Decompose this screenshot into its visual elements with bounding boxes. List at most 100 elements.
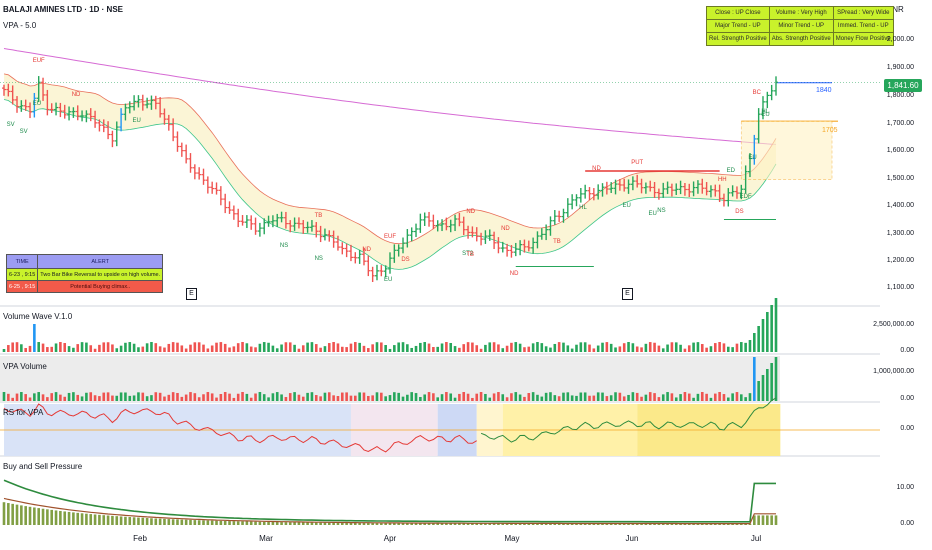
volume-wave-bar [327, 343, 331, 352]
vpa-volume-bar [427, 392, 431, 401]
vpa-volume-bar [254, 393, 257, 401]
vpa-volume-bar [267, 397, 270, 401]
volume-wave-bar [540, 343, 544, 352]
vpa-volume-bar [158, 392, 162, 401]
pressure-bar [89, 514, 93, 525]
volume-wave-bar [314, 344, 318, 352]
vpa-signal-label: EU [648, 211, 657, 218]
pressure-bar [497, 523, 500, 525]
vpa-volume-bar [713, 393, 717, 401]
vpa-volume-bar [41, 394, 45, 401]
vpa-volume-bar [393, 392, 396, 401]
vpa-volume-bar [215, 397, 218, 401]
volume-wave-bar [497, 344, 500, 352]
pressure-bar [679, 523, 682, 525]
volume-wave-bar [753, 333, 756, 352]
volume-wave-label[interactable]: Volume Wave V.1.0 [3, 312, 73, 321]
volume-wave-bar [141, 346, 145, 352]
vpa-volume-bar [262, 394, 266, 401]
pressure-bar [653, 523, 656, 525]
vpa-volume-bar [210, 393, 214, 401]
vpa-volume-bar [180, 396, 184, 401]
volume-wave-bar [193, 342, 197, 352]
alert-header-time: TIME [5, 254, 39, 269]
volume-wave-bar [696, 342, 700, 352]
vpa-volume-bar [301, 396, 305, 401]
pressure-bar [50, 509, 54, 525]
vpa-signal-label: PUT [631, 159, 644, 166]
volume-wave-bar [132, 343, 136, 352]
vpa-signal-label: DS [401, 257, 410, 264]
volume-wave-bar [401, 342, 405, 352]
volume-wave-bar [184, 348, 188, 352]
vpa-volume-bar [323, 392, 327, 401]
volume-wave-bar [171, 342, 175, 352]
volume-wave-bar [397, 342, 400, 352]
vpa-volume-bar [553, 395, 557, 401]
pressure-bar [414, 523, 418, 525]
vpa-volume-bar [631, 392, 635, 401]
vpa-volume-bar [189, 392, 192, 401]
volume-wave-bar [748, 340, 752, 352]
volume-wave-bar [388, 348, 392, 352]
volume-wave-bar [618, 346, 622, 352]
vpa-signal-label: TB [553, 238, 561, 245]
volume-wave-bar [37, 342, 40, 352]
alert-row: 6-23 , 9:15 Two Bar Bike Reversal to ups… [5, 268, 164, 281]
vpa-volume-bar [106, 392, 110, 401]
vpa-signal-label: ND [466, 208, 476, 215]
vpa-volume-bar [605, 396, 609, 401]
pressure-bar [432, 523, 435, 525]
volume-wave-bar [67, 346, 71, 352]
level-1705-label: 1705 [822, 127, 838, 134]
pressure-bar [20, 505, 23, 525]
vpa-volume-bar [440, 394, 444, 401]
volume-wave-bar [332, 342, 335, 352]
vpa-volume-bar [63, 396, 67, 401]
volume-wave-bar [124, 342, 127, 352]
volume-wave-bar [41, 343, 45, 352]
vpa-volume-bar [518, 394, 522, 401]
vpa-volume-bar [423, 394, 426, 401]
vpa-volume-bar [466, 393, 470, 401]
pressure-label[interactable]: Buy and Sell Pressure [3, 462, 83, 471]
volume-wave-bar [323, 346, 327, 352]
volume-wave-bar [731, 347, 734, 352]
volume-wave-bar [24, 348, 27, 352]
vpa-volume-bar [50, 393, 54, 401]
earnings-marker[interactable]: E [186, 288, 197, 300]
earnings-marker[interactable]: E [622, 288, 633, 300]
pressure-bar [549, 523, 552, 525]
volume-wave-bar [336, 343, 340, 352]
pressure-bar [605, 523, 609, 525]
pressure-bar [683, 523, 687, 525]
volume-wave-bar [414, 345, 418, 352]
volume-wave-bar [280, 344, 283, 352]
volume-wave-bar [76, 344, 80, 352]
volume-wave-bar [440, 343, 444, 352]
pressure-bar [731, 523, 734, 525]
volume-wave-bar [176, 342, 179, 352]
pressure-bar [319, 522, 322, 525]
vpa-volume-bar [609, 395, 613, 401]
symbol-title[interactable]: BALAJI AMINES LTD · 1D · NSE [3, 5, 124, 14]
pressure-bar [288, 522, 292, 525]
volume-wave-bar [223, 343, 227, 352]
vpa-volume-bar [193, 393, 197, 401]
info-close: Close : UP Close [706, 6, 770, 20]
pressure-bar [163, 518, 166, 525]
pressure-bar [670, 523, 674, 525]
indicator-label[interactable]: VPA - 5.0 [3, 21, 37, 30]
rs-label[interactable]: RS for VPA [3, 408, 44, 417]
vpa-volume-bar [202, 394, 205, 401]
alert-header-alert: ALERT [37, 254, 164, 269]
pressure-bar [262, 521, 266, 525]
vpa-volume-bar [622, 396, 626, 401]
volume-wave-bar [306, 342, 309, 352]
pressure-bar [384, 523, 387, 525]
vpa-volume-bar [72, 392, 75, 401]
vpa-signal-label: HL [579, 204, 587, 211]
pressure-bar [705, 523, 708, 525]
vpa-volume-label[interactable]: VPA Volume [3, 362, 47, 371]
volume-wave-bar [687, 345, 691, 352]
